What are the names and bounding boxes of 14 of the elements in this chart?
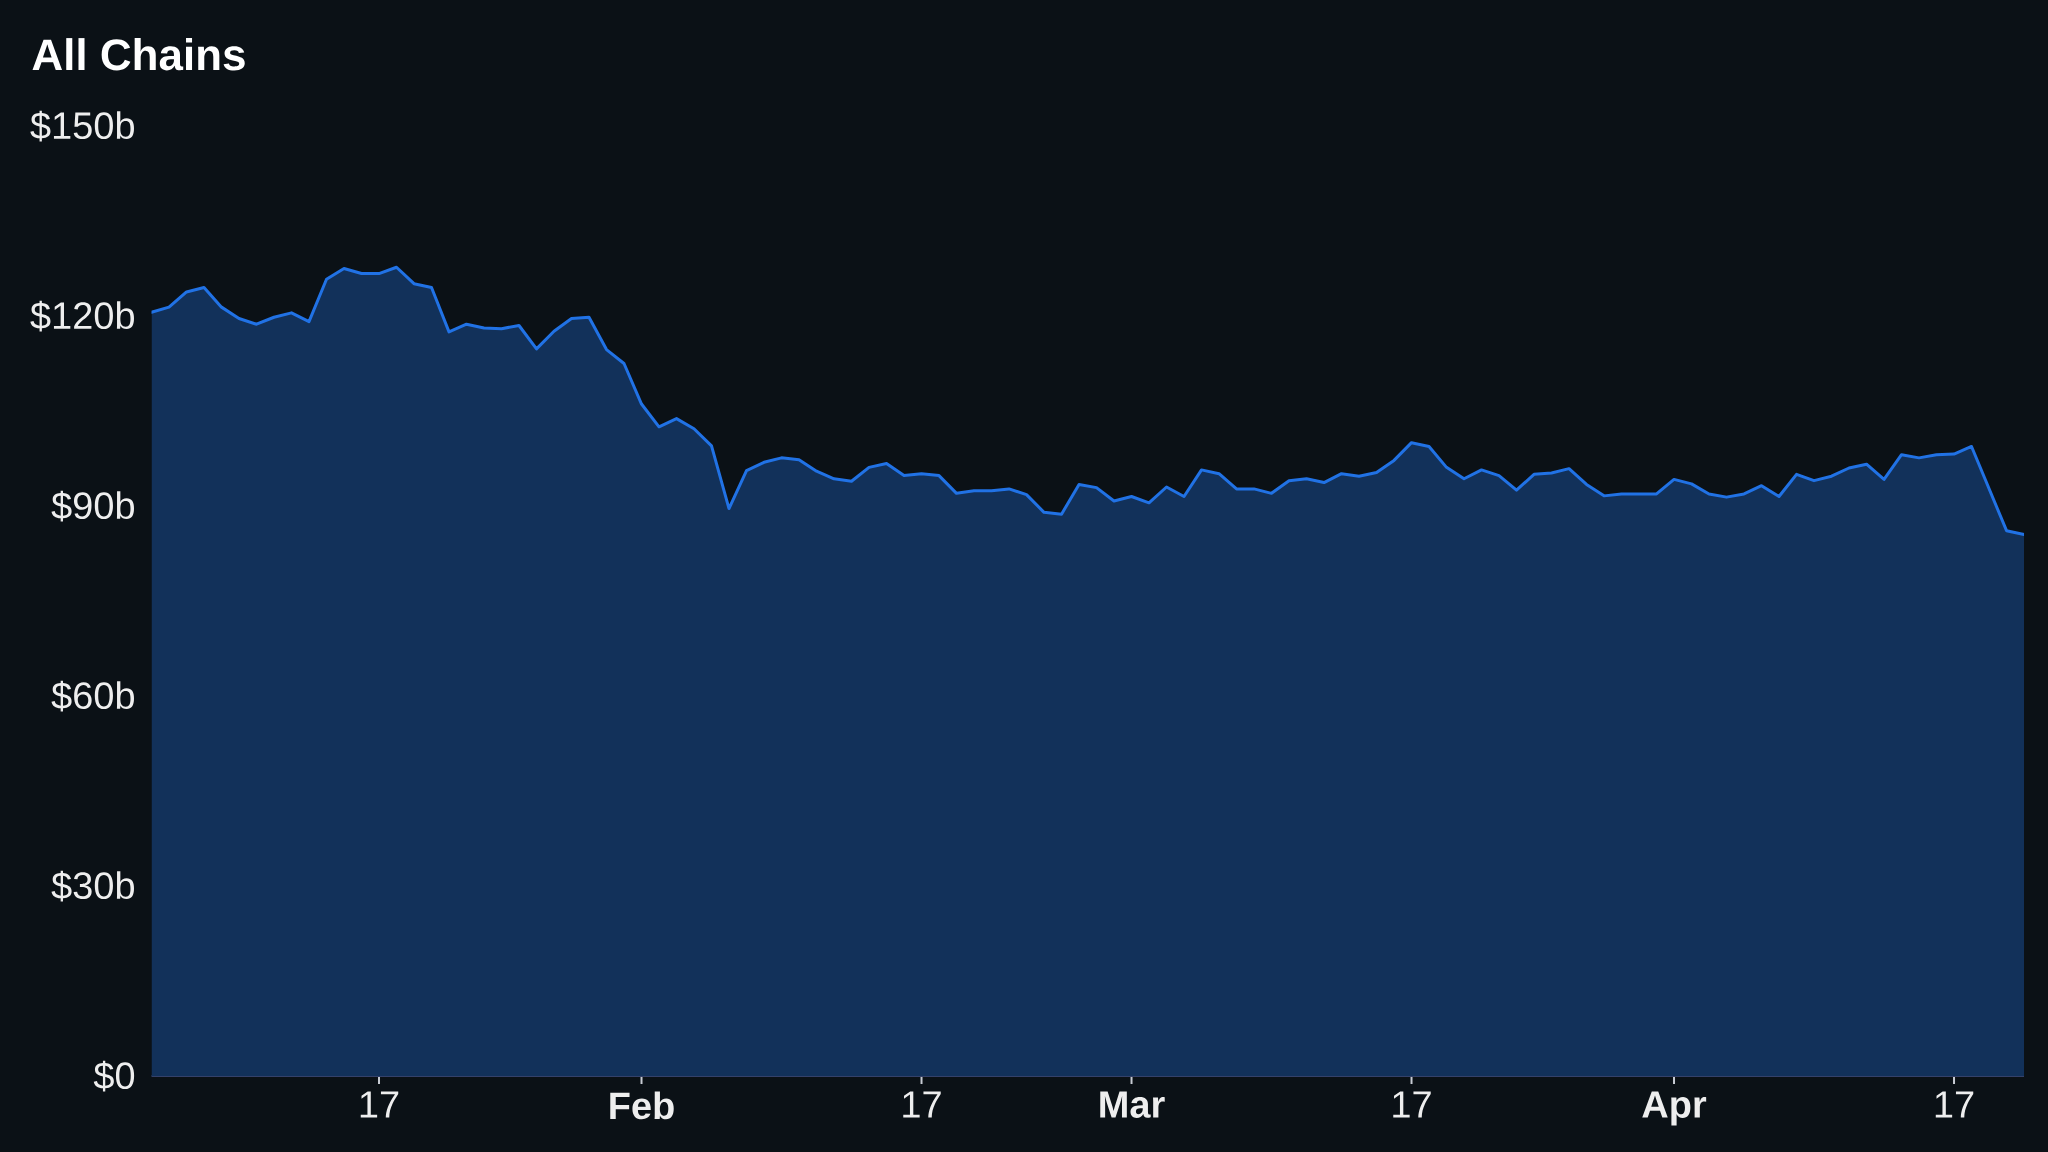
- chart-title: All Chains: [32, 38, 245, 71]
- x-tick-label: 17: [903, 1091, 941, 1118]
- y-tick-label: $30b: [51, 870, 134, 902]
- x-tick-label: Mar: [1100, 1091, 1165, 1118]
- x-tick-label: 17: [1935, 1091, 1974, 1118]
- y-tick-label: $90b: [51, 490, 134, 522]
- x-tick-label: 17: [1393, 1091, 1431, 1118]
- y-tick-label: $120b: [30, 300, 134, 332]
- x-tick-label: Apr: [1642, 1091, 1707, 1126]
- x-tick-label: Feb: [610, 1091, 674, 1120]
- y-tick-label: $0: [93, 1060, 135, 1092]
- x-tick-label: 17: [360, 1091, 399, 1118]
- y-tick-label: $150b: [30, 110, 134, 142]
- y-tick-label: $60b: [51, 680, 134, 712]
